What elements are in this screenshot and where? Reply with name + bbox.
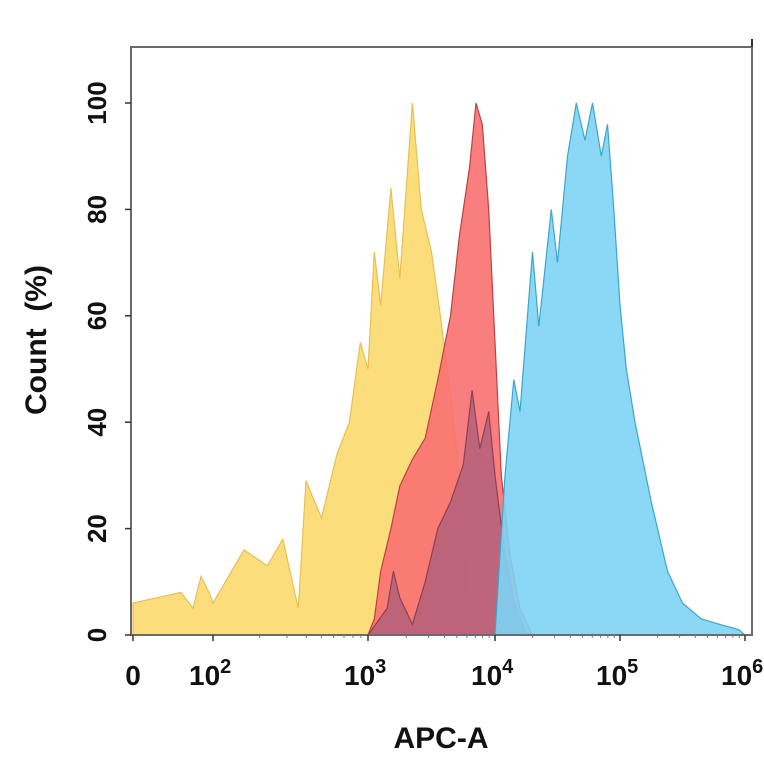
y-tick-label: 20 <box>82 514 112 543</box>
x-axis: 0 102 103 104 105 106 <box>125 635 763 691</box>
y-axis-title: Count (%) <box>20 265 53 415</box>
histogram-series-group <box>132 102 747 636</box>
y-tick-label: 60 <box>82 301 112 330</box>
x-tick-label: 103 <box>344 656 386 691</box>
x-tick-label: 102 <box>189 656 231 691</box>
y-tick-label: 100 <box>82 81 112 124</box>
y-tick-label: 0 <box>82 628 112 642</box>
x-tick-label: 0 <box>125 660 141 691</box>
x-tick-label: 106 <box>721 656 763 691</box>
blue-histogram <box>494 102 747 636</box>
x-tick-label: 104 <box>471 656 514 691</box>
y-axis: 0 20 40 60 80 100 <box>82 81 131 642</box>
plot-frame <box>130 46 753 636</box>
x-tick-label: 105 <box>596 656 638 691</box>
y-tick-label: 40 <box>82 408 112 437</box>
y-tick-label: 80 <box>82 195 112 224</box>
x-axis-title: APC-A <box>394 722 489 755</box>
